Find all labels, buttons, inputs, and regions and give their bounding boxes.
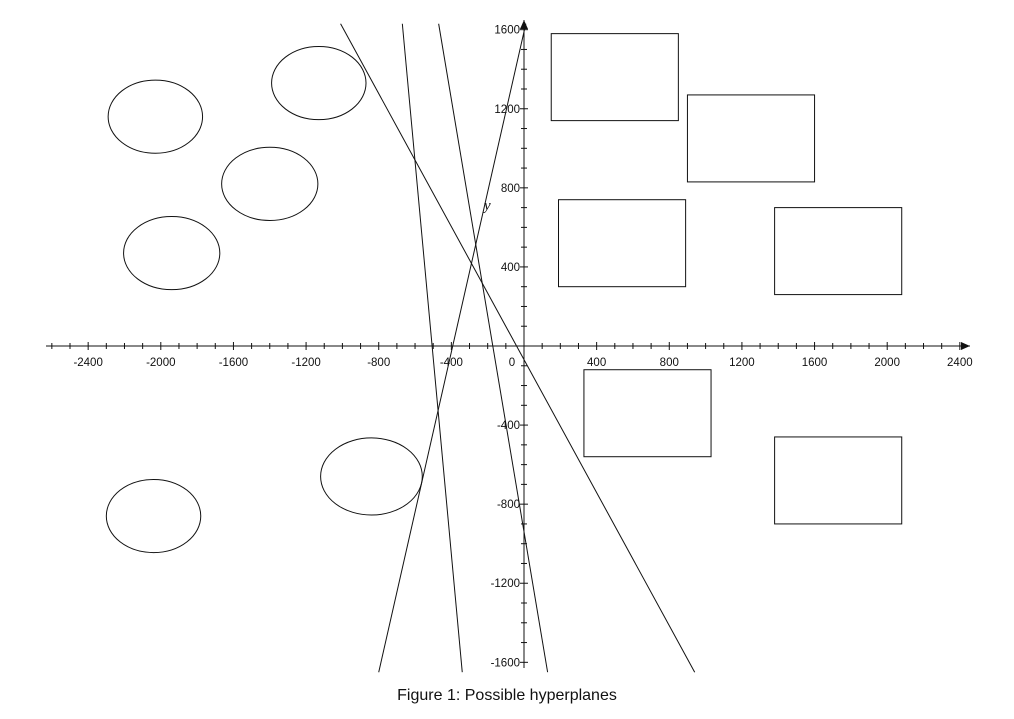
x-tick-label: -2000 [146, 357, 175, 369]
y-tick-label: 1600 [494, 25, 520, 37]
hyperplane-line [401, 23, 463, 673]
x-tick-label: -2400 [73, 357, 102, 369]
y-tick-label: 400 [501, 262, 520, 274]
x-tick-label: 400 [587, 357, 606, 369]
shapes-layer [105, 33, 903, 554]
x-tick-label: 1600 [802, 357, 828, 369]
y-tick-label: -800 [497, 499, 520, 511]
x-tick-label: -800 [367, 357, 390, 369]
square-class-point [583, 369, 712, 458]
hyperplane-line [340, 23, 696, 673]
y-axis-label: y [482, 198, 491, 214]
x-tick-label: 0 [509, 357, 515, 369]
square-class-point [686, 94, 816, 183]
hyperplanes-layer [340, 23, 696, 673]
y-tick-label: 1200 [494, 104, 520, 116]
square-class-point [558, 199, 687, 288]
circle-class-point [123, 216, 221, 291]
x-axis-arrow [961, 342, 970, 350]
y-tick-label: -1200 [491, 578, 520, 590]
y-axis-arrow [520, 20, 528, 29]
x-tick-label: -1600 [219, 357, 248, 369]
figure-caption: Figure 1: Possible hyperplanes [397, 687, 617, 704]
y-tick-label: -400 [497, 420, 520, 432]
x-tick-label: 800 [660, 357, 679, 369]
hyperplane-line [438, 23, 549, 673]
y-tick-label: -1600 [491, 657, 520, 669]
square-class-point [774, 436, 903, 525]
circle-class-point [320, 437, 423, 516]
circle-class-point [105, 478, 202, 554]
x-tick-label: -400 [440, 357, 463, 369]
x-tick-label: 1200 [729, 357, 755, 369]
x-tick-label: 2400 [947, 357, 973, 369]
hyperplane-line [378, 23, 527, 673]
circle-class-point [107, 79, 204, 154]
circle-class-point [221, 146, 319, 221]
x-tick-label: 2000 [874, 357, 900, 369]
x-tick-label: -1200 [291, 357, 320, 369]
square-class-point [550, 33, 679, 122]
square-class-point [774, 207, 903, 296]
y-tick-label: 800 [501, 183, 520, 195]
circle-class-point [271, 45, 367, 121]
axes: -2400 -2000 -1600 -1200 -800 -400 0 400 800 1200 1… [46, 20, 973, 669]
